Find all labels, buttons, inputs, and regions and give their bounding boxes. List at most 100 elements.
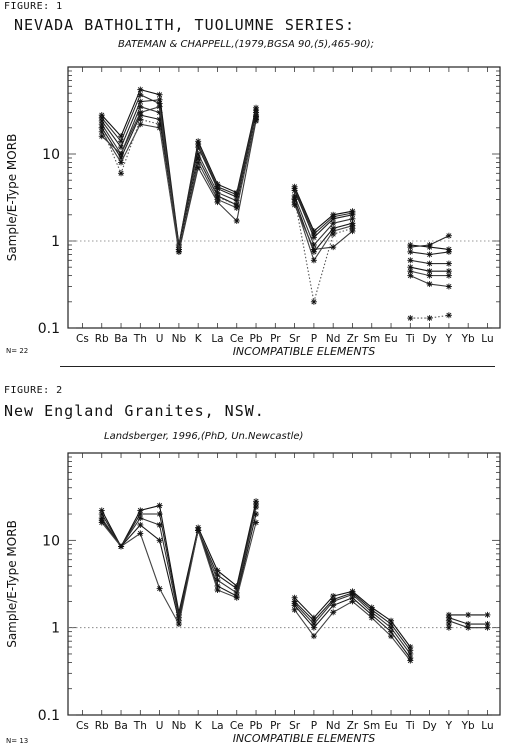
x-tick-label: P — [311, 333, 317, 345]
x-tick-label: Rb — [95, 333, 109, 345]
data-point-marker — [426, 241, 433, 248]
data-point-marker — [291, 606, 298, 613]
data-point-marker — [253, 519, 260, 526]
y-axis-label: Sample/E-Type MORB — [5, 134, 19, 262]
data-point-marker — [156, 537, 163, 544]
data-point-marker — [137, 91, 144, 98]
x-axis-label: INCOMPATIBLE ELEMENTS — [233, 345, 376, 358]
data-point-marker — [233, 201, 240, 208]
data-point-marker — [330, 602, 337, 609]
y-tick-label: 10 — [42, 533, 60, 549]
data-point-marker — [310, 246, 317, 253]
series-line — [101, 119, 449, 277]
y-tick-label: 1 — [51, 234, 60, 250]
data-point-marker — [195, 141, 202, 148]
data-point-marker — [330, 231, 337, 238]
series-line — [101, 99, 449, 256]
data-point-marker — [349, 598, 356, 605]
data-point-marker — [233, 594, 240, 601]
x-tick-label: Lu — [481, 333, 493, 345]
data-point-marker — [330, 220, 337, 227]
data-point-marker — [98, 133, 105, 140]
x-tick-label: Sm — [363, 720, 380, 732]
data-point-marker — [407, 268, 414, 275]
x-tick-label: Cs — [76, 333, 89, 345]
data-point-marker — [156, 511, 163, 518]
data-point-marker — [137, 86, 144, 93]
data-point-marker — [118, 159, 125, 166]
series-line — [101, 88, 449, 250]
data-point-marker — [330, 213, 337, 220]
plot-frame — [67, 66, 501, 329]
x-tick-label: K — [195, 333, 203, 345]
data-point-marker — [426, 251, 433, 258]
data-point-marker — [310, 624, 317, 631]
data-point-marker — [137, 515, 144, 522]
series-line — [101, 116, 449, 319]
x-tick-label: P — [311, 720, 317, 732]
data-point-marker — [98, 114, 105, 121]
data-point-marker — [98, 507, 105, 514]
x-tick-label: Pb — [250, 333, 263, 345]
figure-2-sample-count: N= 13 — [6, 737, 29, 745]
data-point-marker — [98, 519, 105, 526]
data-point-marker — [426, 260, 433, 267]
figure-2-reference: Landsberger, 1996,(PhD, Un.Newcastle) — [104, 431, 304, 442]
chart-2: 10 1 0.1 Sample/E-Type MORB Cs Rb Ba Th U Nb K La Ce… — [5, 452, 501, 745]
data-point-marker — [253, 504, 260, 511]
x-tick-label: Yb — [461, 720, 475, 732]
x-tick-label: Dy — [422, 333, 436, 345]
data-point-marker — [484, 611, 491, 618]
x-axis-label: INCOMPATIBLE ELEMENTS — [233, 732, 376, 745]
data-point-marker — [407, 257, 414, 264]
data-point-marker — [330, 244, 337, 251]
x-tick-label: Zr — [347, 333, 359, 345]
data-point-marker — [118, 144, 125, 151]
data-point-marker — [214, 199, 221, 206]
data-point-marker — [156, 521, 163, 528]
data-point-marker — [156, 91, 163, 98]
data-point-marker — [156, 585, 163, 592]
figure-2-label: FIGURE: 2 — [4, 385, 63, 396]
data-point-marker — [137, 98, 144, 105]
data-point-marker — [291, 185, 298, 192]
x-tick-label: Pr — [270, 720, 281, 732]
x-tick-label: Ce — [230, 333, 244, 345]
x-tick-label: Y — [445, 333, 453, 345]
data-point-marker — [233, 217, 240, 224]
data-point-marker — [407, 657, 414, 664]
x-tick-label: Nb — [172, 333, 187, 345]
data-point-marker — [426, 268, 433, 275]
x-tick-label: Nb — [172, 720, 187, 732]
data-point-marker — [484, 624, 491, 631]
data-point-marker — [137, 103, 144, 110]
series-line — [101, 506, 488, 655]
data-point-marker — [310, 633, 317, 640]
data-point-marker — [214, 183, 221, 190]
data-point-marker — [426, 315, 433, 322]
x-tick-label: U — [156, 720, 164, 732]
x-tick-label: Y — [445, 720, 453, 732]
data-point-marker — [291, 594, 298, 601]
data-point-marker — [137, 507, 144, 514]
x-tick-label: Th — [133, 720, 147, 732]
series-line — [101, 114, 449, 272]
data-point-marker — [310, 298, 317, 305]
data-point-marker — [445, 260, 452, 267]
data-point-marker — [98, 124, 105, 131]
data-point-marker — [368, 614, 375, 621]
data-point-marker — [407, 315, 414, 322]
data-point-marker — [156, 103, 163, 110]
x-tick-label: Pr — [270, 333, 281, 345]
x-tick-label: La — [211, 720, 223, 732]
x-tick-label: Dy — [422, 720, 436, 732]
data-point-marker — [118, 170, 125, 177]
data-point-marker — [388, 633, 395, 640]
data-point-marker — [118, 543, 125, 550]
y-axis-label: Sample/E-Type MORB — [5, 520, 19, 648]
data-point-marker — [137, 116, 144, 123]
figure-1-title: NEVADA BATHOLITH, TUOLUMNE SERIES: — [14, 16, 356, 34]
data-point-marker — [253, 117, 260, 124]
data-point-marker — [118, 151, 125, 157]
x-tick-label: Lu — [481, 720, 493, 732]
